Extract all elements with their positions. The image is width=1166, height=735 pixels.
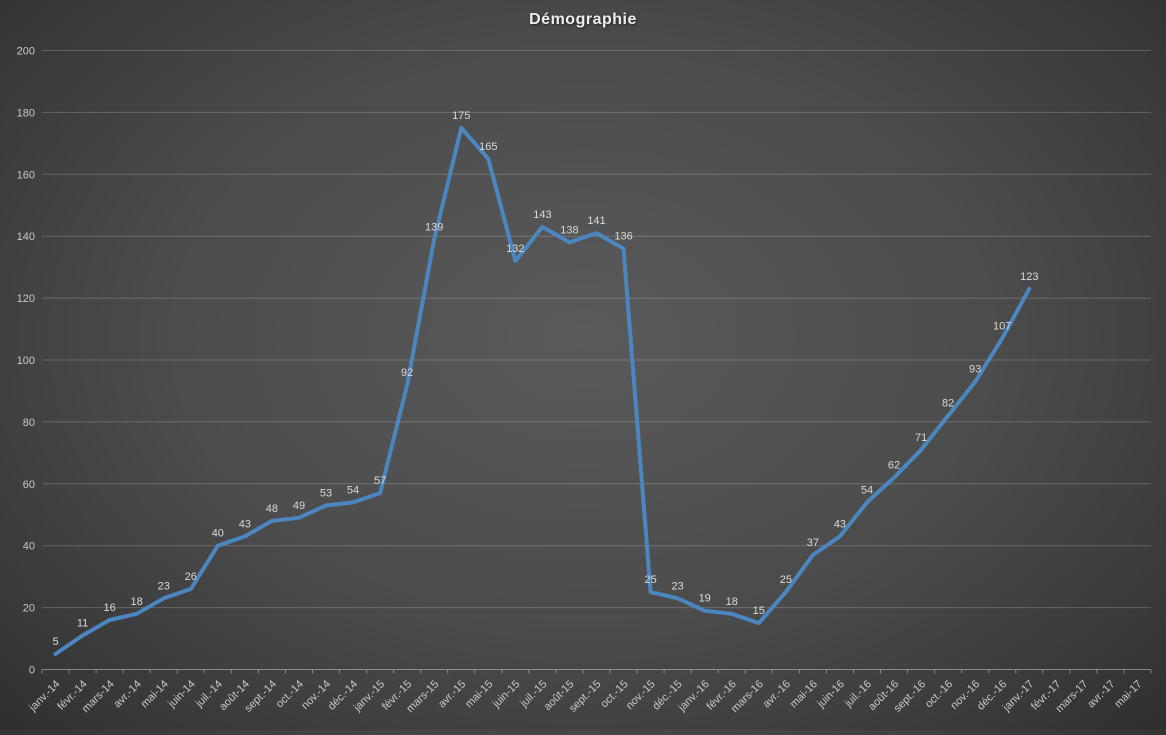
x-axis-label: avr.-17: [1085, 678, 1117, 710]
data-point-label: 16: [103, 602, 115, 614]
data-point-label: 136: [614, 231, 632, 243]
x-axis-label: avr.-16: [761, 678, 793, 710]
data-point-label: 5: [52, 636, 58, 648]
data-point-label: 43: [239, 518, 251, 530]
data-point-label: 57: [374, 475, 386, 487]
y-axis-label: 120: [17, 293, 35, 305]
data-point-label: 132: [506, 243, 524, 255]
data-point-label: 82: [942, 398, 954, 410]
y-axis-label: 160: [17, 169, 35, 181]
data-point-label: 15: [753, 605, 765, 617]
x-axis-label: mai-15: [463, 678, 495, 710]
y-axis-label: 60: [23, 479, 35, 491]
chart-title: Démographie: [529, 11, 637, 28]
data-point-label: 93: [969, 364, 981, 376]
x-axis-label: juin-15: [490, 678, 523, 711]
x-axis-label: avr.-15: [436, 678, 468, 710]
x-axis-label: mai-17: [1112, 678, 1144, 710]
data-point-label: 54: [347, 484, 359, 496]
data-point-label: 23: [158, 580, 170, 592]
data-point-label: 54: [861, 484, 873, 496]
y-axis-label: 0: [29, 665, 35, 677]
data-point-label: 23: [672, 580, 684, 592]
data-point-label: 143: [533, 209, 551, 221]
data-point-label: 11: [77, 617, 88, 629]
data-point-label: 62: [888, 460, 900, 472]
data-point-label: 40: [212, 528, 224, 540]
y-axis-label: 100: [17, 355, 35, 367]
data-point-label: 26: [185, 571, 197, 583]
data-point-label: 141: [587, 215, 605, 227]
x-axis-label: mai-14: [139, 678, 171, 710]
x-axis-label: janv.-14: [26, 678, 62, 714]
data-point-label: 138: [560, 224, 578, 236]
data-point-label: 25: [780, 574, 792, 586]
y-axis-label: 20: [23, 603, 35, 615]
y-axis-label: 80: [23, 417, 35, 429]
data-point-label: 18: [726, 596, 738, 608]
x-axis-label: mai-16: [788, 678, 820, 710]
data-point-label: 48: [266, 503, 278, 515]
data-point-label: 139: [425, 221, 443, 233]
y-axis-label: 140: [17, 231, 35, 243]
data-point-label: 37: [807, 537, 819, 549]
data-point-label: 71: [915, 432, 927, 444]
data-point-label: 53: [320, 487, 332, 499]
y-axis-label: 40: [23, 541, 35, 553]
data-point-label: 19: [699, 593, 711, 605]
data-point-label: 49: [293, 500, 305, 512]
x-axis-label: juin-14: [165, 678, 198, 711]
data-point-label: 43: [834, 518, 846, 530]
y-axis-label: 200: [17, 46, 35, 58]
data-point-label: 123: [1020, 271, 1038, 283]
x-axis-label: juin-16: [815, 678, 848, 711]
x-axis-label: avr.-14: [112, 678, 144, 710]
data-point-label: 107: [993, 320, 1011, 332]
data-point-label: 92: [401, 367, 413, 379]
data-point-label: 165: [479, 141, 497, 153]
data-point-label: 175: [452, 110, 470, 122]
data-point-label: 18: [131, 596, 143, 608]
y-axis-label: 180: [17, 107, 35, 119]
series-line: [53, 125, 1032, 656]
data-point-label: 25: [644, 574, 656, 586]
